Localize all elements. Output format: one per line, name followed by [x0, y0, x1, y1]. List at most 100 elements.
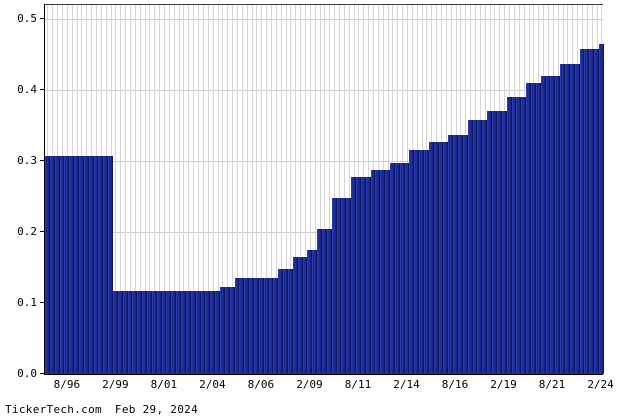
dividend-bar-102 [540, 75, 546, 374]
bar-slot [273, 5, 279, 374]
gridline-x [290, 5, 292, 374]
gridline-x [183, 5, 185, 374]
y-tick-label-0.2: 0.2 [17, 225, 37, 239]
dividend-bar-48 [278, 269, 284, 374]
bar-slot [331, 5, 337, 374]
gridline-x [212, 5, 214, 374]
bar-slot [501, 5, 507, 374]
dividend-bar-22 [151, 290, 157, 374]
bar-slot [540, 5, 546, 374]
bar-slot [477, 5, 483, 374]
bar-slot [472, 5, 478, 374]
gridline-x [173, 5, 175, 374]
dividend-bar-99 [526, 83, 531, 374]
dividend-bar-24 [161, 290, 167, 374]
bar-slot [589, 5, 595, 374]
gridline-x [275, 5, 277, 374]
bar-slot [263, 5, 269, 374]
dividend-bar-32 [200, 290, 206, 374]
gridline-x [329, 5, 331, 374]
bar-slot [375, 5, 381, 374]
dividend-bar-17 [127, 290, 133, 374]
gridline-x [309, 5, 311, 374]
bar-slot [394, 5, 400, 374]
chart-footer: TickerTech.com Feb 29, 2024 [5, 404, 198, 416]
bar-slot [346, 5, 352, 374]
gridline-x [241, 5, 243, 374]
bar-slot [458, 5, 463, 374]
dividend-bar-50 [287, 269, 293, 374]
bar-slot [278, 5, 284, 374]
bar-slot [113, 5, 118, 374]
bar-slot [351, 5, 356, 374]
bar-slot [268, 5, 274, 374]
dividend-bar-114 [598, 44, 604, 374]
dividend-bar-9 [88, 155, 94, 374]
dividend-bar-92 [492, 111, 497, 374]
bar-slot [530, 5, 536, 374]
dividend-bar-42 [249, 278, 254, 374]
bar-slot [132, 5, 138, 374]
dividend-bar-68 [375, 170, 381, 374]
bar-slot [516, 5, 522, 374]
bar-slot [83, 5, 89, 374]
bar-slot [45, 5, 50, 374]
bar-slot [49, 5, 55, 374]
dividend-bar-107 [564, 63, 570, 374]
bar-slot [550, 5, 556, 374]
dividend-bar-13 [108, 155, 114, 374]
bar-slot [137, 5, 143, 374]
dividend-bar-95 [506, 97, 512, 374]
bar-slot [321, 5, 327, 374]
bar-slot [594, 5, 599, 374]
bar-slot [185, 5, 191, 374]
dividend-bar-87 [467, 120, 473, 374]
gridline-x [217, 5, 219, 374]
gridline-x [232, 5, 234, 374]
dividend-bar-16 [122, 290, 128, 374]
x-tick-label-2-09: 2/09 [296, 378, 323, 391]
dividend-bar-14 [113, 290, 118, 374]
gridline-x [319, 5, 321, 374]
bar-slot [317, 5, 322, 374]
gridline-x [236, 5, 238, 374]
gridline-x [246, 5, 248, 374]
gridline-x [168, 5, 170, 374]
bar-slot [122, 5, 128, 374]
x-tick-label-8-01: 8/01 [150, 378, 178, 391]
dividend-bar-53 [302, 256, 308, 374]
bar-slot [292, 5, 298, 374]
bar-slot [215, 5, 220, 374]
bar-slot [433, 5, 439, 374]
dividend-bar-28 [181, 290, 186, 374]
dividend-bar-49 [283, 269, 288, 374]
x-tick-label-2-04: 2/04 [199, 378, 226, 391]
dividend-bar-63 [351, 177, 356, 374]
gridline-x [154, 5, 156, 374]
x-tick-label-2-24: 2/24 [587, 378, 614, 391]
bar-slot [370, 5, 376, 374]
dividend-bar-71 [390, 162, 395, 374]
bar-slot [390, 5, 395, 374]
dividend-bar-57 [321, 228, 327, 374]
dividend-bar-51 [292, 256, 298, 374]
bar-slot [74, 5, 80, 374]
bar-slot [176, 5, 182, 374]
dividend-bar-61 [341, 198, 347, 374]
bar-slot [229, 5, 235, 374]
dividend-bar-7 [79, 155, 84, 374]
dividend-bar-103 [545, 75, 551, 374]
dividend-bar-18 [132, 290, 138, 374]
y-tick-mark [40, 302, 44, 304]
dividend-bar-72 [394, 162, 400, 374]
bar-slot [307, 5, 313, 374]
bar-slot [219, 5, 225, 374]
dividend-bar-19 [137, 290, 143, 374]
bar-slot [385, 5, 391, 374]
bar-slot [574, 5, 580, 374]
gridline-x [324, 5, 326, 374]
bar-slot [414, 5, 420, 374]
bar-slot [312, 5, 318, 374]
bar-slot [147, 5, 152, 374]
gridline-x [115, 5, 117, 374]
